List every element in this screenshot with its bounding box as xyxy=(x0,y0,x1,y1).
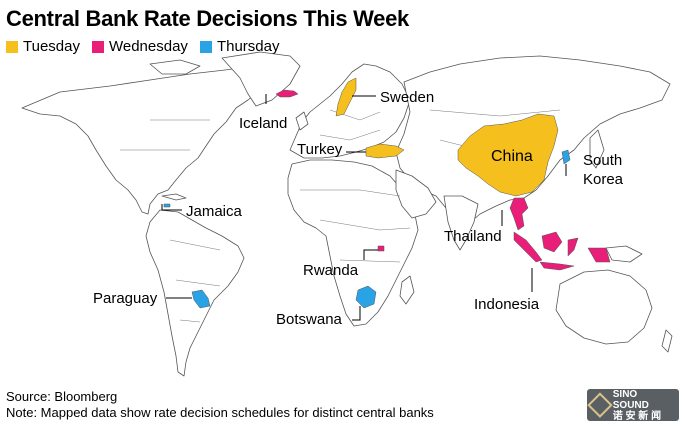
landmass-north-america xyxy=(21,65,273,215)
label-jamaica: Jamaica xyxy=(186,203,242,220)
country-sweden xyxy=(335,77,357,117)
country-indonesia-sulawesi xyxy=(567,237,579,257)
legend-item-wednesday: Wednesday xyxy=(91,38,188,55)
legend-swatch-tuesday xyxy=(6,40,18,53)
country-indonesia-borneo xyxy=(541,231,563,253)
landmass-papua xyxy=(605,245,643,263)
leader-jamaica xyxy=(161,204,182,211)
logo-diamond-icon xyxy=(587,392,613,418)
note-text: Note: Mapped data show rate decision sch… xyxy=(6,405,434,420)
landmass-europe xyxy=(289,63,411,159)
country-botswana xyxy=(355,285,377,309)
landmass-arctic-islands xyxy=(149,59,201,75)
country-china xyxy=(457,113,559,197)
legend-swatch-wednesday xyxy=(91,40,104,53)
label-rwanda: Rwanda xyxy=(303,262,359,279)
page-title: Central Bank Rate Decisions This Week xyxy=(6,6,409,31)
logo-line-1: SINO SOUND xyxy=(612,388,649,411)
landmass-caribbean xyxy=(161,193,187,201)
country-indonesia-sumatra xyxy=(513,231,543,263)
label-iceland: Iceland xyxy=(239,115,288,132)
label-botswana: Botswana xyxy=(276,311,342,328)
country-iceland xyxy=(275,89,299,98)
legend-label-thursday: Thursday xyxy=(216,38,280,55)
country-jamaica xyxy=(163,203,171,208)
landmass-japan xyxy=(589,129,605,169)
country-indonesia-java xyxy=(539,261,575,271)
legend-item-tuesday: Tuesday xyxy=(6,38,80,55)
label-china: China xyxy=(491,148,533,165)
landmass-africa xyxy=(287,159,419,327)
logo-line-2: 诺 安 新 闻 xyxy=(612,410,662,422)
leader-rwanda xyxy=(363,249,378,260)
label-sweden: Sweden xyxy=(380,89,435,106)
source-text: Source: Bloomberg xyxy=(6,389,118,404)
legend-label-tuesday: Tuesday xyxy=(23,38,80,55)
country-turkey xyxy=(365,143,405,159)
landmass-arabia xyxy=(395,169,437,219)
legend-swatch-thursday xyxy=(199,40,212,53)
sino-sound-logo: SINO SOUND 诺 安 新 闻 xyxy=(587,389,679,422)
landmass-india xyxy=(443,195,479,251)
label-thailand: Thailand xyxy=(444,228,502,245)
leader-botswana xyxy=(352,306,361,321)
label-paraguay: Paraguay xyxy=(93,290,158,307)
label-indonesia: Indonesia xyxy=(474,296,540,313)
label-south: South xyxy=(583,152,623,169)
landmass-new-zealand xyxy=(661,329,673,353)
legend-item-thursday: Thursday xyxy=(199,38,280,55)
legend-label-wednesday: Wednesday xyxy=(108,38,188,55)
country-rwanda xyxy=(377,245,385,252)
logo-text: SINO SOUND 诺 安 新 闻 xyxy=(613,389,675,422)
label-korea: Korea xyxy=(583,171,624,188)
country-thailand xyxy=(509,197,529,231)
country-indonesia-papua xyxy=(587,247,611,263)
legend: Tuesday Wednesday Thursday xyxy=(6,38,279,55)
label-turkey: Turkey xyxy=(297,141,343,158)
landmass-uk xyxy=(295,111,309,131)
country-paraguay xyxy=(191,289,211,309)
country-south-korea xyxy=(561,149,571,165)
landmass-madagascar xyxy=(399,275,415,305)
landmass-australia xyxy=(555,269,653,345)
